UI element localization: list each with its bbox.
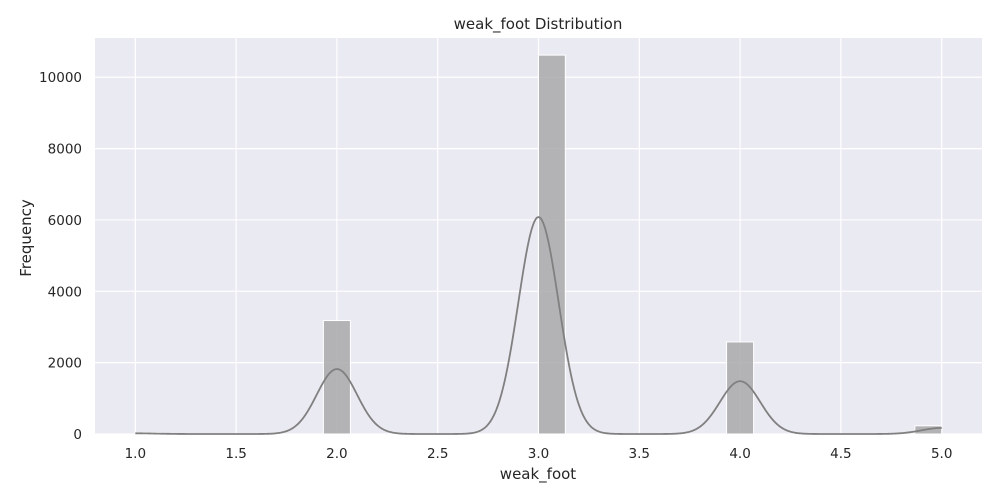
x-tick-labels: 1.0 1.5 2.0 2.5 3.0 3.5 4.0 4.5 5.0 (125, 446, 953, 462)
x-tick-label: 3.0 (528, 446, 549, 462)
histogram-bar (538, 54, 566, 435)
x-tick-label: 5.0 (931, 446, 952, 462)
y-tick-label: 0 (73, 427, 82, 443)
histogram-bar (726, 341, 755, 435)
x-tick-label: 4.0 (729, 446, 750, 462)
y-tick-label: 6000 (48, 213, 82, 229)
x-tick-label: 4.5 (830, 446, 851, 462)
y-tick-labels: 0 2000 4000 6000 8000 10000 (39, 70, 82, 443)
x-axis-label: weak_foot (500, 465, 577, 484)
y-tick-label: 4000 (48, 284, 82, 300)
y-tick-label: 8000 (48, 142, 82, 158)
y-tick-label: 10000 (39, 70, 82, 86)
y-tick-label: 2000 (48, 356, 82, 372)
x-tick-label: 1.0 (125, 446, 146, 462)
x-tick-label: 1.5 (225, 446, 246, 462)
bars-group (134, 54, 943, 435)
chart-title: weak_foot Distribution (454, 15, 623, 34)
x-tick-label: 2.0 (326, 446, 347, 462)
kde-curve (135, 216, 942, 435)
x-tick-label: 3.5 (629, 446, 650, 462)
histogram-bar (322, 320, 351, 435)
y-axis-label: Frequency (17, 199, 35, 277)
x-tick-label: 2.5 (427, 446, 448, 462)
